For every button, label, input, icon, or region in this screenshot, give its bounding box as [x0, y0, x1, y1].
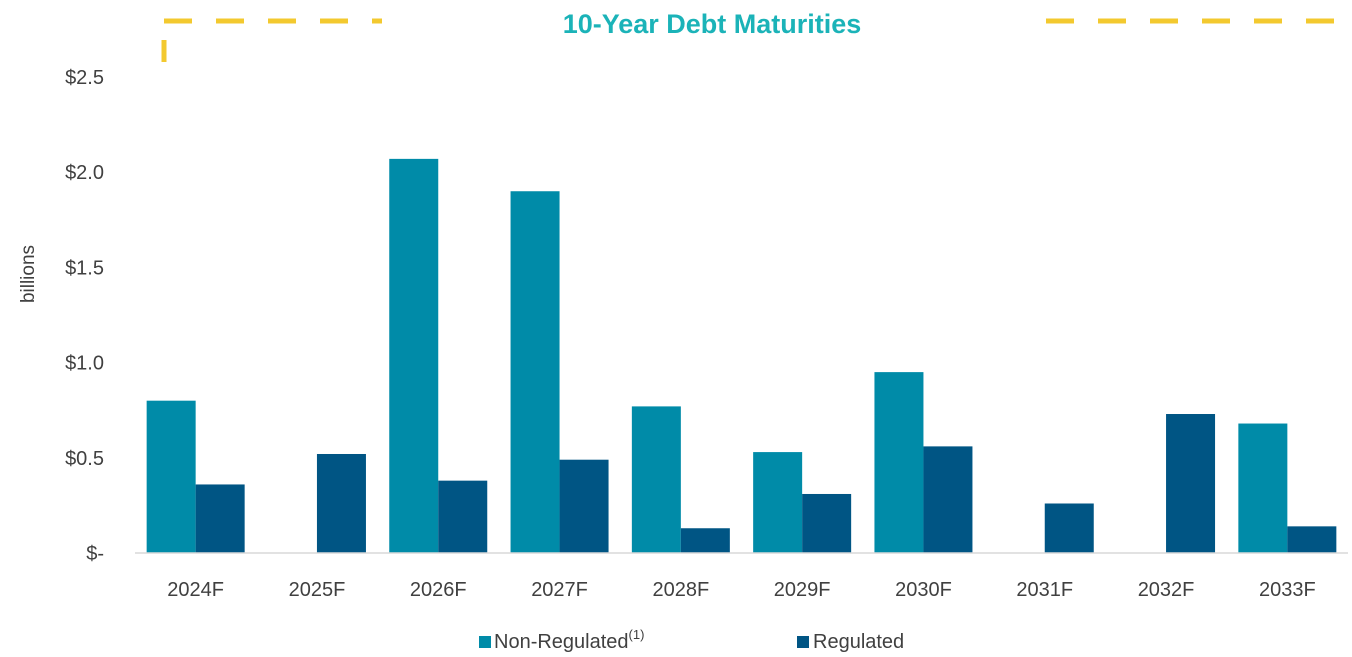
y-tick-label: $1.5	[65, 257, 104, 279]
x-tick-label: 2031F	[1016, 579, 1073, 601]
y-tick-label: $0.5	[65, 448, 104, 470]
legend-label-non-regulated: Non-Regulated(1)	[494, 627, 644, 653]
bar-non-regulated-2030F	[874, 372, 924, 553]
chart-title: 10-Year Debt Maturities	[563, 9, 862, 39]
bar-regulated-2026F	[438, 480, 488, 553]
bar-regulated-2031F	[1044, 503, 1094, 553]
bar-regulated-2028F	[680, 528, 730, 553]
x-tick-label: 2028F	[652, 579, 709, 601]
bar-non-regulated-2024F	[146, 400, 196, 553]
y-axis-label: billions	[18, 245, 39, 303]
bar-regulated-2025F	[316, 453, 366, 553]
bar-regulated-2029F	[802, 493, 852, 553]
bar-non-regulated-2033F	[1238, 423, 1288, 553]
x-tick-label: 2027F	[531, 579, 588, 601]
y-tick-label: $2.5	[65, 67, 104, 89]
x-tick-label: 2025F	[289, 579, 346, 601]
bar-regulated-2030F	[923, 446, 973, 553]
x-tick-label: 2024F	[167, 579, 224, 601]
legend-swatch-regulated	[797, 636, 809, 648]
legend-swatch-non-regulated	[479, 636, 491, 648]
title-frame-decoration	[161, 18, 1352, 62]
x-tick-label: 2026F	[410, 579, 467, 601]
bars	[146, 158, 1337, 554]
legend-label-regulated: Regulated	[813, 631, 904, 653]
y-tick-label: $-	[86, 543, 104, 565]
legend-footnote-marker: (1)	[629, 627, 645, 642]
y-axis-ticks: $- $0.5 $1.0 $1.5 $2.0 $2.5	[65, 67, 104, 565]
bar-non-regulated-2026F	[389, 158, 439, 553]
x-tick-label: 2032F	[1138, 579, 1195, 601]
bar-regulated-2033F	[1287, 526, 1337, 553]
bar-regulated-2032F	[1166, 414, 1216, 553]
bar-non-regulated-2028F	[631, 406, 681, 553]
bar-non-regulated-2029F	[753, 452, 803, 553]
y-tick-label: $1.0	[65, 353, 104, 375]
x-tick-label: 2030F	[895, 579, 952, 601]
bar-regulated-2027F	[559, 459, 609, 553]
legend: Non-Regulated(1) Regulated	[479, 627, 904, 653]
y-tick-label: $2.0	[65, 162, 104, 184]
x-tick-label: 2033F	[1259, 579, 1316, 601]
bar-non-regulated-2027F	[510, 191, 560, 554]
x-tick-label: 2029F	[774, 579, 831, 601]
bar-regulated-2024F	[195, 484, 245, 553]
x-axis-ticks: 2024F 2025F 2026F 2027F 2028F 2029F 2030F 2031F…	[167, 579, 1315, 601]
